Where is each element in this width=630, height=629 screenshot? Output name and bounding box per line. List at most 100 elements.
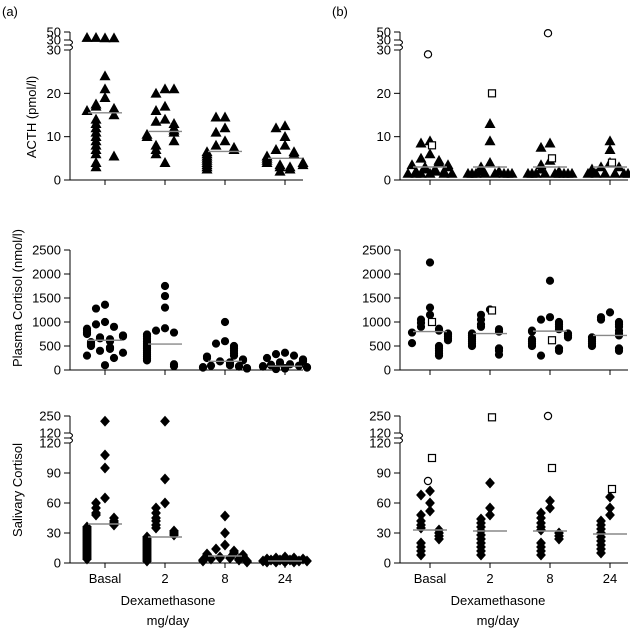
diamond-point — [91, 509, 101, 521]
circle-point — [242, 364, 252, 373]
circle-point — [105, 344, 115, 353]
circle-point — [275, 359, 285, 368]
triangle-point — [270, 144, 282, 154]
triangle-point — [599, 167, 611, 178]
y-tick-label: 120 — [369, 436, 391, 451]
y-tick-label: 0 — [384, 363, 391, 378]
circle-point — [160, 291, 170, 301]
triangle-point — [415, 137, 427, 148]
triangle-point — [446, 167, 458, 178]
circle-point — [238, 356, 248, 365]
diamond-point — [302, 555, 312, 567]
chart-cortisol-b: 0 500 1000 1500 2000 2500 — [362, 243, 628, 378]
circle-point — [271, 364, 281, 374]
circle-point — [271, 350, 281, 359]
y-tick-label: 1000 — [32, 315, 61, 330]
triangle-point — [159, 157, 171, 167]
circle-point — [95, 346, 105, 355]
x-tick-label: 24 — [603, 571, 617, 586]
circle-point — [605, 308, 615, 317]
square-point — [607, 158, 617, 167]
x-tick-label: Basal — [89, 571, 122, 586]
circle-point — [169, 328, 179, 337]
triangle-point — [479, 167, 491, 178]
diamond-point — [160, 415, 170, 427]
triangle-point — [415, 167, 427, 178]
y-tick-label: 500 — [39, 339, 61, 354]
y-tick-label: 30 — [47, 43, 61, 58]
diamond-point — [220, 539, 230, 551]
diamond-point — [100, 462, 110, 474]
diamond-point — [211, 543, 221, 555]
circle-point — [554, 325, 564, 334]
diamond-point — [425, 505, 435, 517]
circle-point — [407, 339, 417, 348]
triangle-point — [484, 157, 496, 167]
diamond-point — [198, 555, 208, 567]
y-tick-label: 60 — [47, 496, 61, 511]
square-point — [547, 154, 557, 163]
diamond-point — [416, 489, 426, 501]
triangle-point — [270, 122, 282, 133]
ylabel-plasma-cortisol: Plasma Cortisol (nmol/l) — [10, 229, 25, 367]
triangle-point — [462, 167, 474, 178]
y-tick-label: 120 — [39, 426, 61, 441]
y-axis-break-lower — [394, 432, 403, 439]
triangle-point — [108, 150, 120, 161]
circle-point — [91, 320, 101, 329]
y-axis-break-upper — [64, 437, 73, 444]
circle-point — [587, 341, 597, 351]
triangle-point — [279, 139, 291, 150]
triangle-point — [498, 167, 510, 178]
y-tick-label: 2500 — [32, 243, 61, 258]
triangle-point — [424, 167, 436, 178]
diamond-point — [476, 549, 486, 561]
triangle-point — [618, 167, 630, 178]
diamond-point — [605, 509, 615, 521]
circle-point — [543, 411, 553, 421]
diamond-point — [536, 524, 546, 536]
diamond-point — [485, 477, 495, 489]
circle-point — [234, 362, 244, 371]
triangle-point — [168, 135, 180, 146]
triangle-point — [99, 70, 111, 81]
triangle-point — [424, 148, 436, 159]
diamond-point — [485, 509, 495, 521]
square-point — [487, 306, 497, 315]
circle-point — [82, 329, 92, 339]
y-tick-label: 50 — [47, 25, 61, 40]
triangle-point — [210, 126, 222, 137]
circle-point — [434, 326, 444, 335]
circle-point — [423, 476, 433, 486]
y-tick-label: 10 — [47, 129, 61, 144]
diamond-point — [220, 527, 230, 539]
diamond-point — [220, 510, 230, 522]
xlabel-b-line1: Dexamethasone — [451, 593, 546, 608]
circle-point — [443, 336, 453, 345]
diamond-point — [100, 449, 110, 461]
triangle-point — [201, 163, 213, 174]
circle-point — [563, 333, 573, 342]
triangle-point — [558, 167, 570, 178]
y-tick-label: 30 — [47, 33, 61, 48]
y-tick-label: 2000 — [362, 267, 391, 282]
y-tick-label: 500 — [369, 339, 391, 354]
diamond-point — [434, 533, 444, 545]
circle-point — [142, 356, 152, 365]
triangle-point — [99, 92, 111, 102]
square-point — [427, 453, 437, 463]
circle-point — [118, 332, 128, 341]
y-tick-label: 30 — [47, 526, 61, 541]
y-axis-break-upper — [64, 44, 73, 51]
xlabel-a-line1: Dexamethasone — [121, 593, 216, 608]
y-tick-label: 60 — [377, 496, 391, 511]
chart-cortisol-a: 0 500 1000 1500 2000 2500 — [32, 243, 312, 378]
circle-point — [100, 300, 110, 309]
circle-point — [536, 315, 546, 324]
y-tick-label: 50 — [377, 25, 391, 40]
triangle-point — [150, 105, 162, 115]
y-tick-label: 30 — [377, 33, 391, 48]
y-tick-label: 10 — [377, 129, 391, 144]
triangle-point — [470, 167, 482, 178]
